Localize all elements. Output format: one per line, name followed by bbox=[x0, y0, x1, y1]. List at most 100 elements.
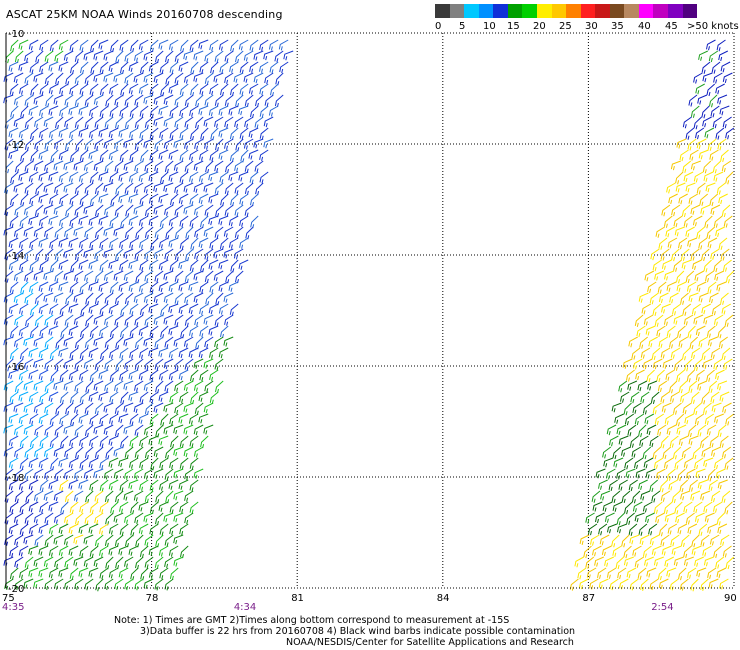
wind-barb bbox=[105, 446, 114, 460]
wind-barb bbox=[174, 226, 184, 240]
wind-barb bbox=[93, 380, 104, 391]
wind-barb bbox=[693, 402, 702, 416]
wind-barb bbox=[14, 50, 24, 64]
wind-barb bbox=[110, 501, 119, 515]
wind-barb bbox=[159, 523, 169, 536]
wind-barb bbox=[129, 413, 139, 426]
wind-barb bbox=[259, 83, 269, 96]
wind-barb bbox=[108, 303, 119, 315]
wind-barb bbox=[128, 215, 139, 227]
wind-barb bbox=[50, 149, 59, 163]
wind-barb bbox=[600, 490, 611, 501]
wind-barb bbox=[89, 369, 99, 382]
wind-barb bbox=[133, 490, 144, 502]
wind-barb bbox=[657, 281, 667, 294]
wind-barb bbox=[94, 534, 104, 548]
wind-barb bbox=[616, 468, 626, 480]
wind-barb bbox=[612, 501, 623, 512]
wind-barb bbox=[218, 149, 229, 160]
wind-barb bbox=[239, 215, 249, 227]
wind-barb bbox=[64, 138, 74, 152]
wind-barb bbox=[134, 512, 144, 525]
wind-barb bbox=[263, 116, 274, 128]
scale-label-5: 25 bbox=[559, 21, 572, 32]
wind-barb bbox=[681, 259, 692, 270]
wind-barb bbox=[83, 204, 94, 215]
wind-barb bbox=[58, 457, 69, 468]
wind-barb bbox=[698, 292, 709, 303]
wind-barb bbox=[120, 325, 129, 339]
wind-barb bbox=[23, 380, 34, 391]
wind-barb bbox=[703, 171, 714, 182]
wind-barb bbox=[683, 556, 694, 567]
wind-barb bbox=[219, 171, 229, 184]
wind-barb bbox=[578, 578, 589, 590]
wind-barb bbox=[684, 413, 695, 425]
wind-barb bbox=[228, 171, 239, 182]
wind-barb bbox=[39, 479, 49, 492]
wind-barb bbox=[184, 358, 194, 371]
wind-barb bbox=[682, 160, 692, 173]
wind-barb bbox=[119, 479, 129, 492]
wind-barb bbox=[158, 39, 169, 50]
wind-barb bbox=[204, 138, 214, 150]
wind-barb bbox=[49, 435, 59, 448]
wind-barb bbox=[19, 303, 29, 315]
wind-barb bbox=[189, 479, 199, 492]
wind-barb bbox=[129, 105, 139, 118]
scale-swatch-15 bbox=[653, 4, 668, 18]
wind-barb bbox=[84, 578, 94, 591]
wind-barb bbox=[19, 83, 29, 95]
wind-barb bbox=[183, 402, 194, 413]
wind-barb bbox=[79, 347, 89, 360]
wind-barb bbox=[632, 501, 643, 513]
wind-barb bbox=[633, 358, 643, 370]
wind-barb bbox=[88, 281, 99, 292]
lat-label-2: -14 bbox=[8, 251, 24, 262]
wind-barb bbox=[153, 314, 164, 326]
wind-barb bbox=[644, 556, 654, 567]
wind-barb bbox=[58, 61, 69, 72]
wind-barb bbox=[209, 237, 219, 250]
wind-barb bbox=[94, 182, 104, 196]
wind-barb bbox=[663, 457, 674, 469]
wind-barb bbox=[664, 270, 675, 281]
wind-barb bbox=[94, 512, 104, 525]
wind-barb bbox=[115, 556, 124, 570]
wind-barb bbox=[153, 292, 164, 304]
wind-barb bbox=[114, 380, 124, 392]
wind-barb bbox=[138, 501, 149, 512]
wind-barb bbox=[667, 237, 678, 249]
lat-label-0: -10 bbox=[8, 29, 24, 40]
scale-swatch-7 bbox=[536, 4, 552, 18]
wind-barb bbox=[34, 204, 44, 218]
wind-barb bbox=[700, 435, 709, 448]
wind-barb bbox=[604, 556, 615, 567]
wind-barb bbox=[153, 204, 164, 215]
wind-barb bbox=[109, 83, 119, 95]
wind-barb bbox=[658, 523, 668, 537]
wind-barb bbox=[199, 325, 209, 338]
scale-swatch-4 bbox=[493, 4, 508, 18]
wind-barb bbox=[189, 457, 199, 470]
wind-barb bbox=[64, 578, 74, 590]
lat-label-3: -16 bbox=[8, 362, 24, 373]
wind-barb bbox=[219, 61, 229, 74]
wind-barb bbox=[705, 182, 716, 193]
wind-barb bbox=[645, 512, 655, 524]
wind-barb bbox=[130, 523, 139, 537]
wind-barb bbox=[54, 226, 64, 239]
wind-barb bbox=[184, 270, 194, 283]
wind-barb bbox=[696, 567, 707, 578]
wind-barb bbox=[715, 83, 725, 95]
wind-barb bbox=[28, 39, 39, 51]
wind-barb bbox=[669, 578, 679, 591]
wind-barb bbox=[664, 512, 675, 523]
wind-barb bbox=[5, 160, 14, 174]
wind-barb bbox=[149, 39, 159, 53]
wind-barb bbox=[183, 182, 194, 193]
wind-barb bbox=[628, 479, 638, 492]
wind-barb bbox=[687, 237, 698, 248]
wind-barb bbox=[719, 391, 730, 402]
wind-barb bbox=[93, 336, 104, 347]
